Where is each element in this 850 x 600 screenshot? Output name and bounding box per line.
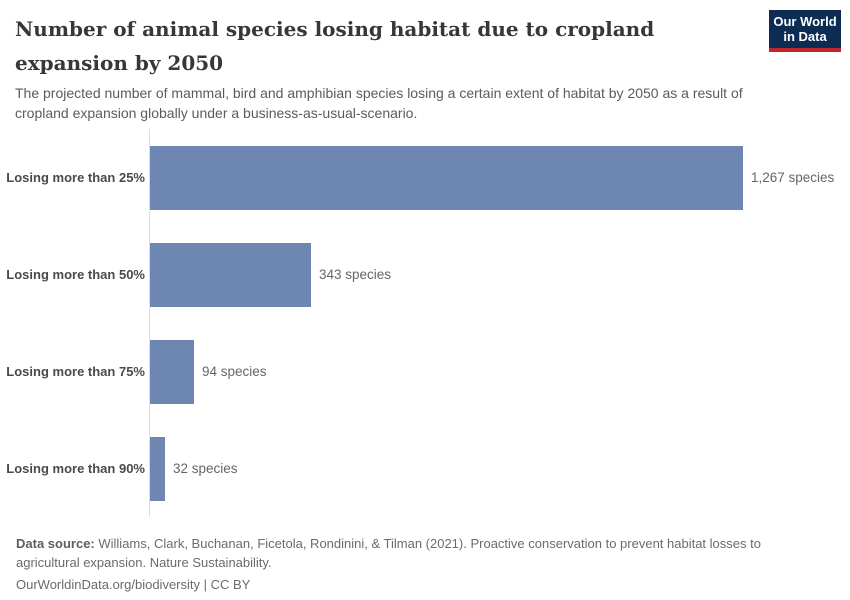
data-source-label: Data source:: [16, 536, 95, 551]
value-label: 1,267 species: [751, 170, 835, 185]
bar-losing-more-than-50[interactable]: [150, 242, 311, 307]
license-line[interactable]: OurWorldinData.org/biodiversity | CC BY: [16, 577, 251, 592]
category-label: Losing more than 75%: [6, 364, 145, 379]
category-label: Losing more than 90%: [6, 461, 145, 476]
y-axis-line: [149, 129, 150, 517]
bar-losing-more-than-75[interactable]: [150, 339, 194, 404]
logo-line-1: Our World: [773, 14, 837, 29]
chart-footer: Data source: Williams, Clark, Buchanan, …: [0, 534, 850, 592]
value-label: 343 species: [319, 267, 392, 282]
bar-row: Losing more than 50% 343 species: [0, 226, 850, 323]
owid-logo: Our World in Data: [769, 10, 841, 52]
bar-area: 1,267 species: [145, 145, 850, 210]
bar-chart: Losing more than 25% 1,267 species Losin…: [0, 129, 850, 517]
data-source-line: Data source: Williams, Clark, Buchanan, …: [16, 534, 825, 572]
value-label: 32 species: [173, 461, 238, 476]
chart-header: Number of animal species losing habitat …: [0, 0, 850, 123]
data-source-text: Williams, Clark, Buchanan, Ficetola, Ron…: [16, 536, 761, 570]
category-label: Losing more than 50%: [6, 267, 145, 282]
chart-title: Number of animal species losing habitat …: [15, 17, 655, 75]
bar-row: Losing more than 90% 32 species: [0, 420, 850, 517]
category-label: Losing more than 25%: [6, 170, 145, 185]
bar-area: 32 species: [145, 436, 850, 501]
bar-area: 94 species: [145, 339, 850, 404]
bar-row: Losing more than 25% 1,267 species: [0, 129, 850, 226]
logo-line-2: in Data: [783, 29, 827, 44]
bar-losing-more-than-90[interactable]: [150, 436, 165, 501]
bar-area: 343 species: [145, 242, 850, 307]
bar-losing-more-than-25[interactable]: [150, 145, 743, 210]
chart-subtitle: The projected number of mammal, bird and…: [15, 85, 743, 121]
bar-row: Losing more than 75% 94 species: [0, 323, 850, 420]
value-label: 94 species: [202, 364, 267, 379]
